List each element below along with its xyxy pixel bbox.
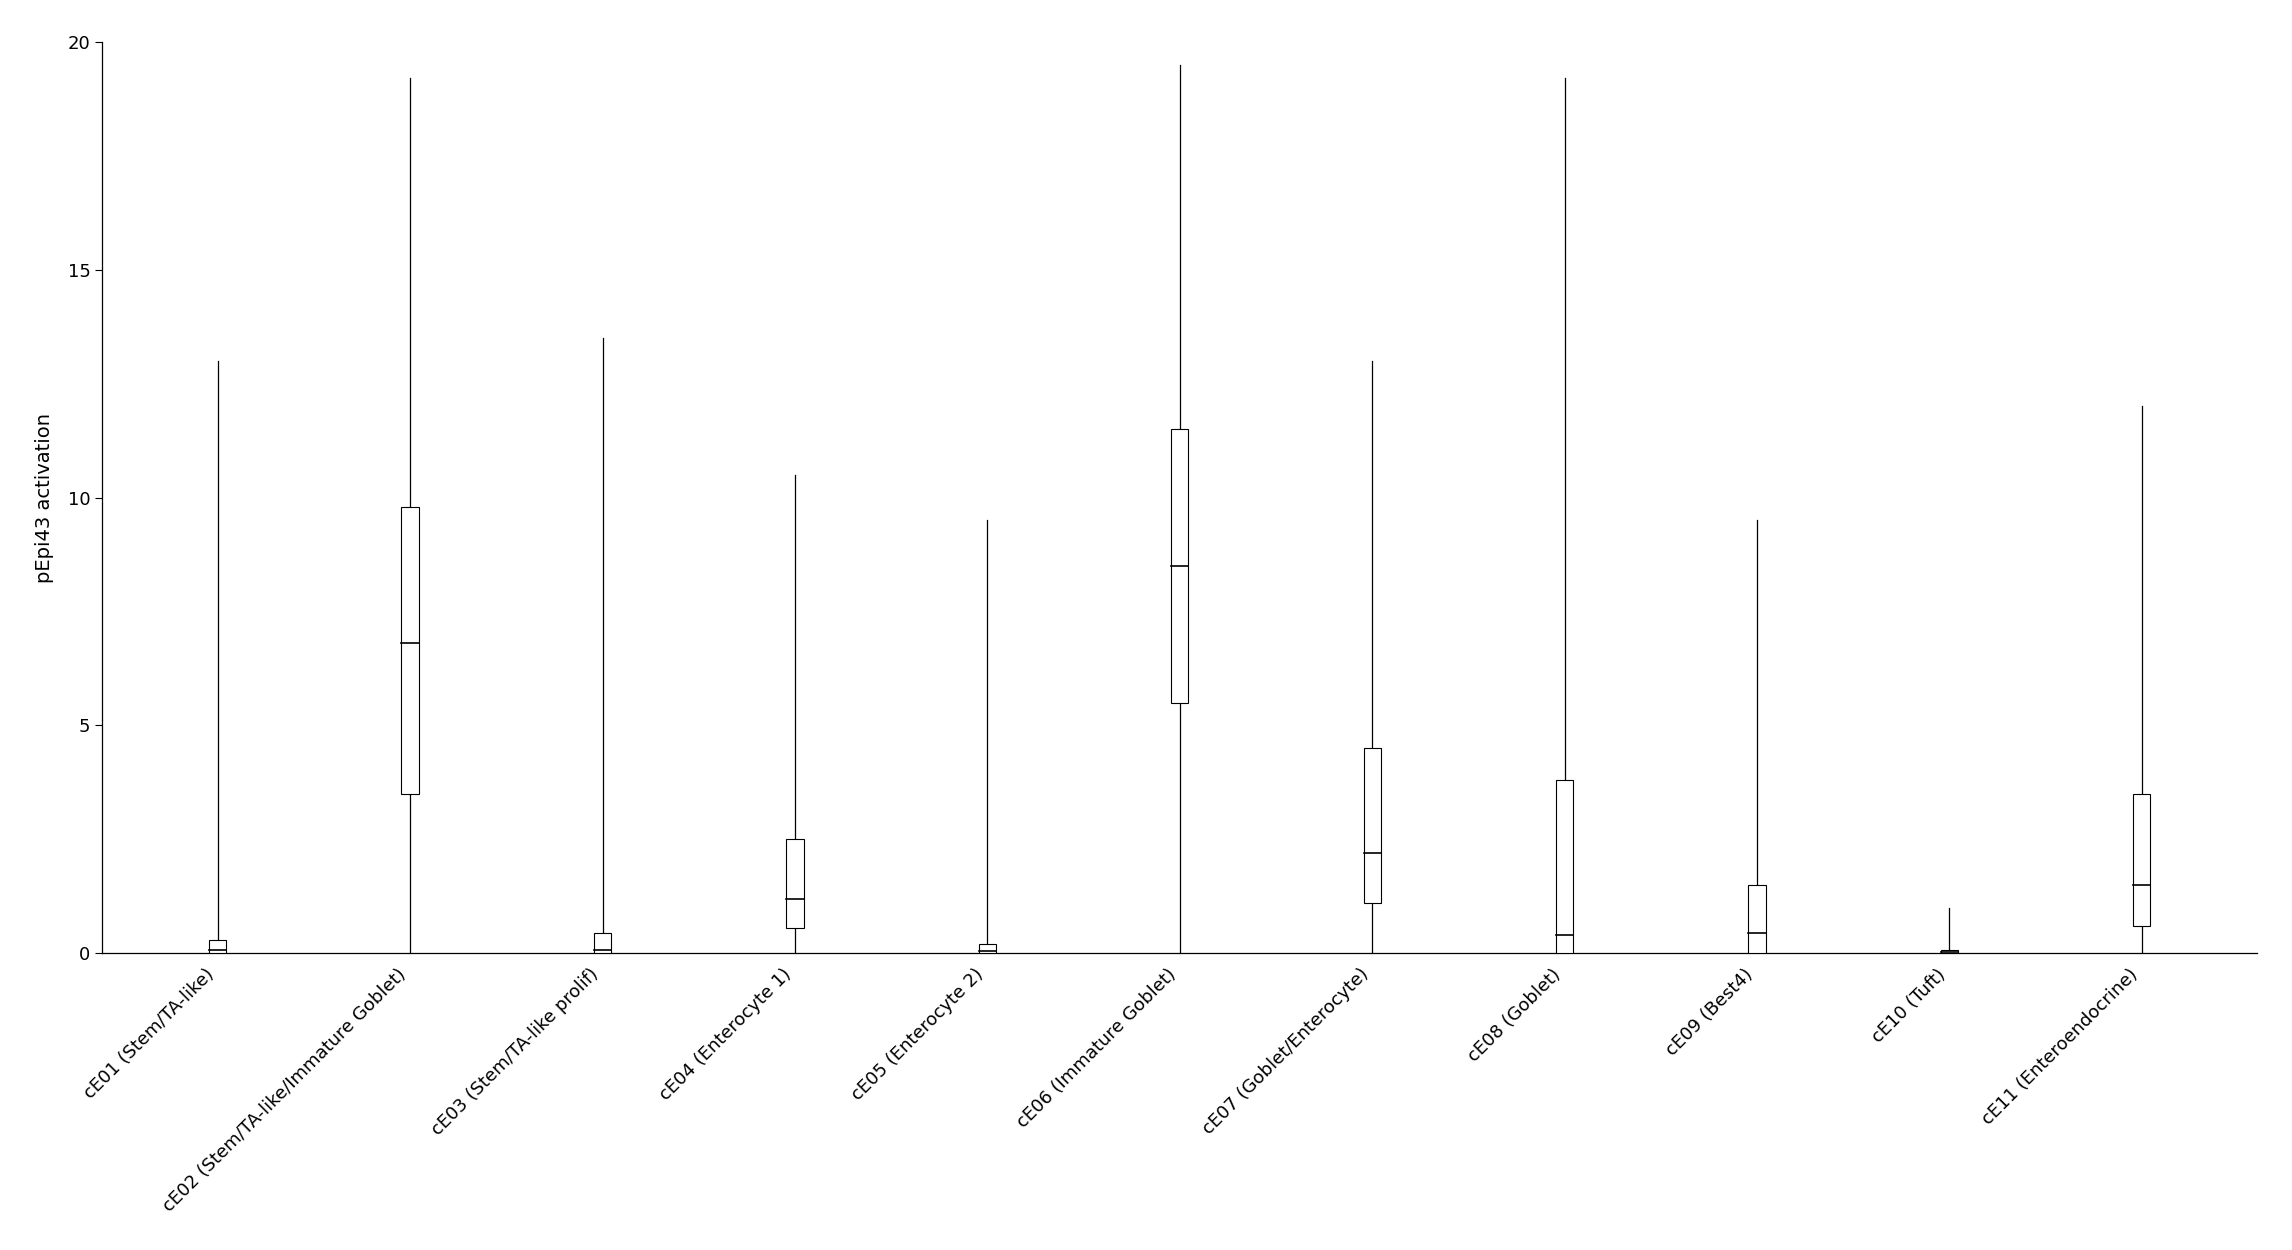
Bar	[979, 944, 997, 954]
Bar	[594, 932, 612, 954]
Bar	[1941, 950, 1957, 954]
Bar	[1556, 780, 1572, 954]
Bar	[1749, 885, 1765, 954]
Bar	[786, 840, 804, 929]
Bar	[209, 940, 227, 954]
Bar	[1171, 429, 1190, 703]
Bar	[401, 506, 419, 794]
Bar	[1364, 749, 1380, 904]
Bar	[2134, 794, 2150, 926]
Y-axis label: pEpi43 activation: pEpi43 activation	[34, 412, 53, 582]
